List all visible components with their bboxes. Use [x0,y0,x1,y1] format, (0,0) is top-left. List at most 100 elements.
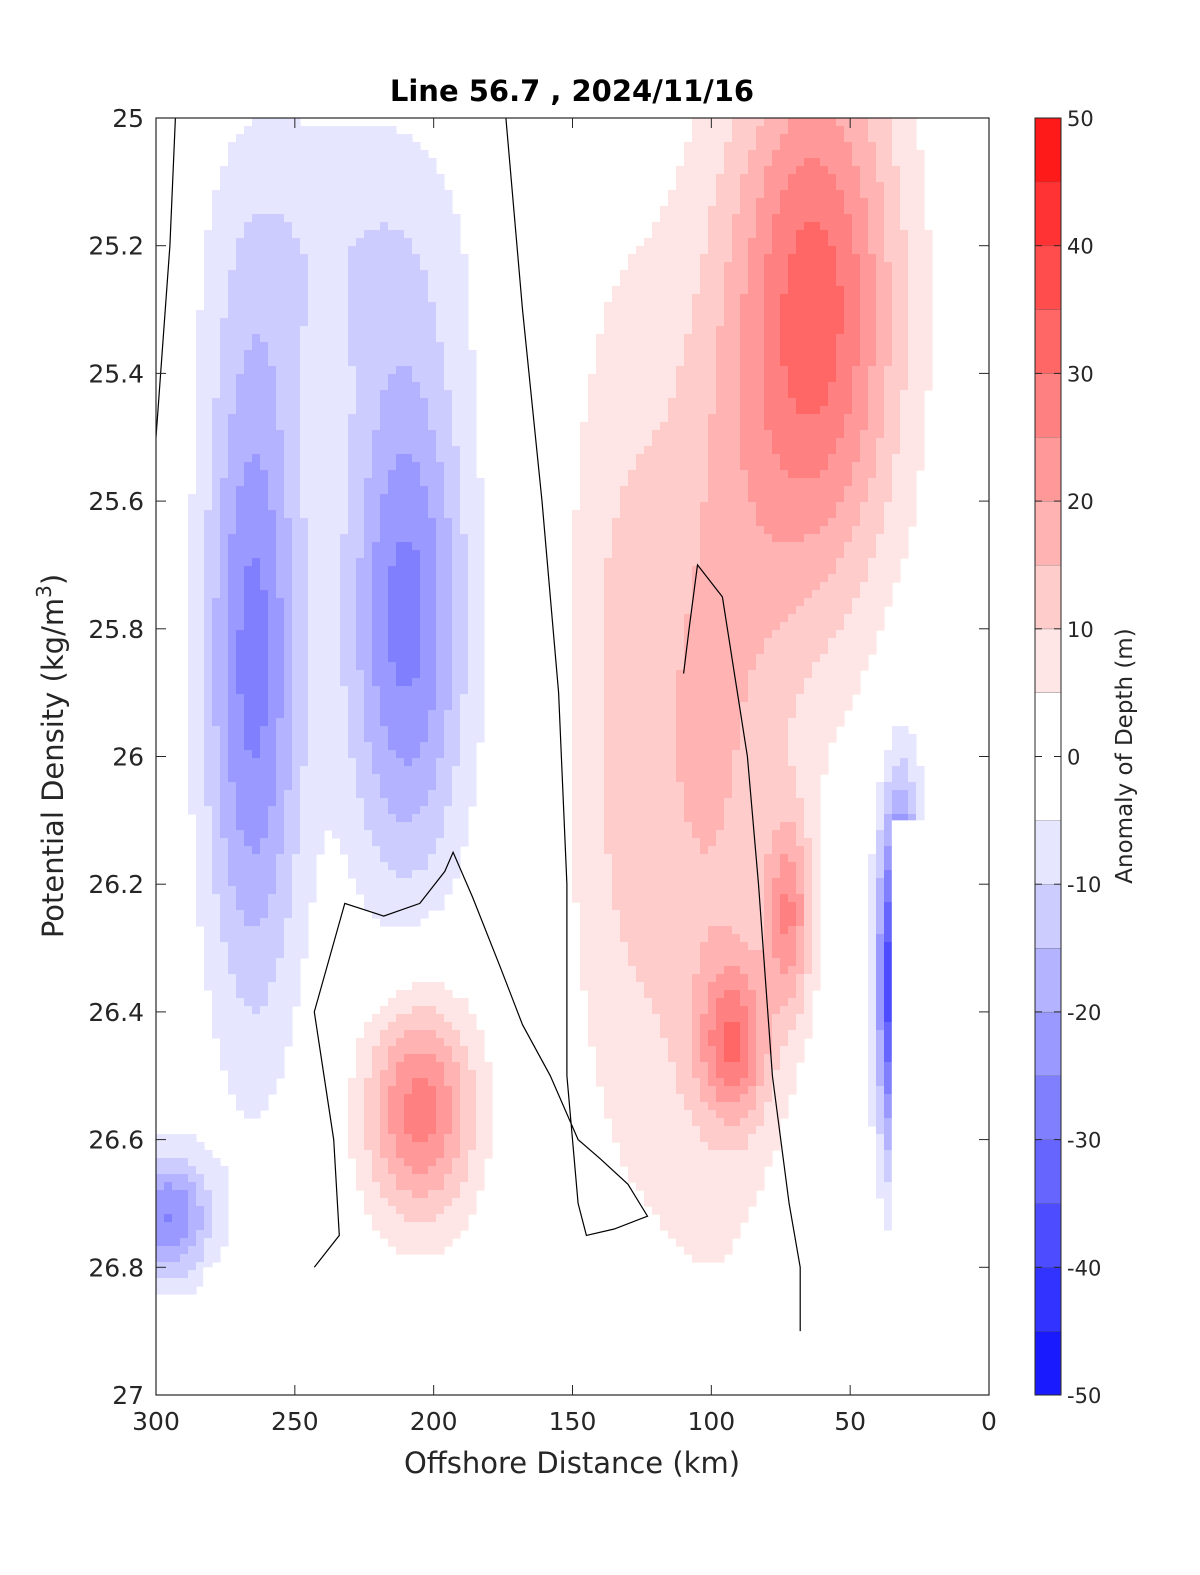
contour-cell [348,262,421,271]
contour-cell [212,1198,229,1207]
contour-cell [708,934,741,943]
contour-cell [436,1102,453,1111]
contour-cell [884,806,893,815]
contour-cell [452,1158,469,1167]
contour-cell [444,462,461,471]
contour-cell [204,630,213,639]
contour-cell [388,1102,405,1111]
contour-cell [876,166,901,175]
colorbar-label: Anomaly of Depth (m) [1112,628,1138,883]
contour-cell [188,742,205,751]
contour-cell [884,526,909,535]
contour-cell [428,294,469,303]
contour-cell [292,782,301,791]
contour-cell [308,278,349,287]
contour-cell [884,398,901,407]
contour-cell [244,702,269,711]
contour-cell [716,1070,749,1079]
contour-cell [244,566,261,575]
contour-cell [284,686,293,695]
contour-cell [428,862,461,871]
contour-cell [420,638,437,647]
contour-cell [796,782,821,791]
contour-cell [420,254,469,263]
mask-nearshore-lower [891,820,989,1332]
contour-cell [396,1038,445,1047]
contour-cell [724,798,805,807]
contour-cell [188,1270,213,1279]
contour-cell [388,798,429,807]
contour-cell [796,886,805,895]
contour-cell [356,1038,381,1047]
contour-cell [188,566,205,575]
contour-cell [436,302,469,311]
contour-cell [620,918,765,927]
contour-cell [356,1070,373,1079]
contour-cell [348,718,365,727]
contour-cell [212,598,229,607]
x-axis-ticks: 300 250 200 150 100 50 0 [132,118,997,1436]
contour-cell [340,582,357,591]
contour-cell [308,630,341,639]
contour-cell [436,622,453,631]
contour-cell [444,1182,461,1191]
contour-cell [188,1174,205,1183]
contour-cell [892,478,917,487]
contour-cell [804,158,821,167]
contour-cell [620,494,709,503]
contour-cell [884,502,917,511]
contour-cell [284,646,293,655]
contour-cell [692,1118,725,1127]
contour-cell [396,1182,445,1191]
contour-cell [740,190,765,199]
contour-cell [388,470,421,479]
contour-cell [204,654,213,663]
contour-cell [228,766,277,775]
contour-cell [596,366,677,375]
contour-cell [868,910,877,919]
contour-cell [340,574,357,583]
contour-cell [380,406,429,415]
contour-cell [788,182,837,191]
contour-cell [188,766,205,775]
contour-cell [308,294,349,303]
contour-cell [348,734,365,743]
contour-cell [604,718,677,727]
contour-cell [420,574,437,583]
contour-cell [836,270,861,279]
contour-cell [228,734,245,743]
contour-cell [204,694,213,703]
contour-cell [236,1102,269,1111]
contour-cell [220,750,229,759]
contour-cell [436,526,453,535]
contour-cell [436,438,453,447]
contour-cell [676,390,717,399]
contour-cell [212,1230,229,1239]
contour-cell [196,870,213,879]
contour-cell [236,246,301,255]
contour-cell [236,806,269,815]
contour-cell [228,598,245,607]
contour-cell [852,230,869,239]
contour-cell [396,1206,445,1215]
contour-cell [884,1150,893,1159]
contour-cell [908,382,933,391]
contour-cell [268,894,293,903]
contour-cell [340,678,365,687]
contour-cell [364,902,445,911]
contour-cell [468,614,485,623]
contour-cell [444,1206,477,1215]
contour-cell [164,1182,173,1191]
contour-cell [236,982,269,991]
contour-cell [908,286,933,295]
contour-cell [692,574,829,583]
contour-cell [692,998,709,1007]
contour-cell [300,374,357,383]
contour-cell [412,870,461,879]
contour-cell [836,334,861,343]
contour-cell [196,478,213,487]
contour-cell [356,662,373,671]
contour-cell [884,1118,893,1127]
contour-cell [388,574,421,583]
contour-cell [220,806,237,815]
